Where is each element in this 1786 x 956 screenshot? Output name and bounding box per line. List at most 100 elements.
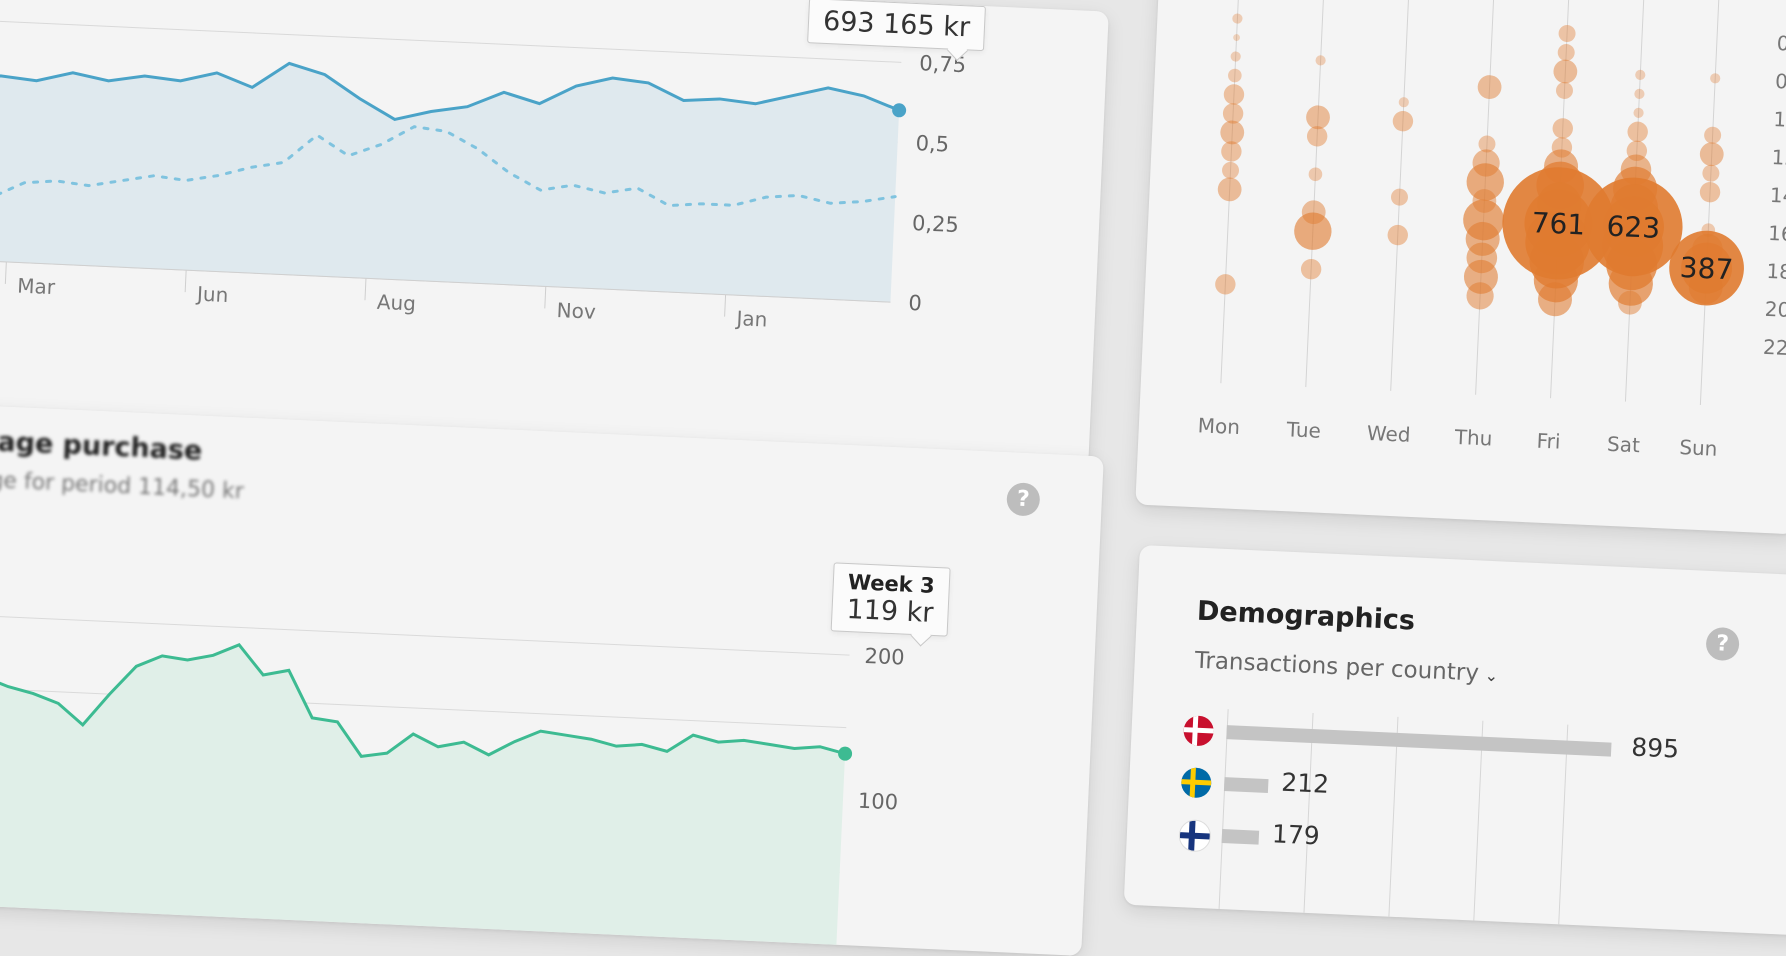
- hour-bubble: [1555, 81, 1573, 99]
- x-tick-label: Jan: [734, 306, 768, 331]
- day-label: Mon: [1197, 413, 1240, 439]
- x-tick: [724, 294, 727, 317]
- hour-label: 18: [1766, 259, 1786, 284]
- revenue-tooltip-value: 693 165 kr: [822, 5, 971, 44]
- country-value-finland: 179: [1271, 819, 1321, 851]
- y-tick-label: 0,5: [915, 131, 949, 156]
- hour-bubble: [1618, 290, 1642, 315]
- avg-area: [0, 644, 846, 945]
- revenue-card: 0,75 0,5 0,25 0 Mar Jun Aug Nov Jan 693 165 kr: [0, 0, 1109, 467]
- sweden-flag-icon: [1180, 767, 1212, 799]
- x-tick-label: Nov: [556, 298, 596, 324]
- hour-bubble: [1634, 88, 1645, 99]
- peak-bubble: [1502, 167, 1615, 280]
- day-label: Wed: [1366, 421, 1411, 447]
- denmark-flag-icon: [1182, 715, 1215, 747]
- hour-label: 06: [1776, 31, 1786, 56]
- grid-line: [0, 614, 850, 656]
- column-line: [1699, 0, 1720, 405]
- hour-bubble: [1232, 13, 1243, 24]
- dropdown-label: Transactions per country: [1194, 647, 1480, 687]
- comparison-line: [0, 125, 897, 208]
- country-bar-sweden: [1223, 777, 1269, 794]
- x-tick: [364, 278, 367, 301]
- avg-line: [0, 643, 846, 758]
- hour-label: 12: [1771, 145, 1786, 170]
- demographics-title: Demographics: [1196, 595, 1416, 637]
- grid-line: [0, 686, 847, 729]
- country-value-denmark: 895: [1630, 732, 1680, 764]
- hour-bubble: [1306, 126, 1328, 147]
- hour-bubble: [1387, 224, 1408, 246]
- hour-label: 22: [1763, 335, 1786, 360]
- y-tick-label: 0: [908, 291, 922, 316]
- hour-bubble: [1398, 97, 1409, 108]
- hour-bubble: [1704, 126, 1722, 144]
- x-tick-label: Aug: [376, 290, 416, 316]
- hour-bubble: [1222, 103, 1244, 124]
- hour-bubble: [1478, 135, 1496, 153]
- hour-bubble: [1294, 212, 1332, 250]
- x-tick: [4, 261, 7, 284]
- hour-bubble: [1300, 258, 1322, 280]
- busiest-hours-card: Mon Tue Wed Thu Fri Sat Sun 06 08 10 12 14 16 18 20 22 7…: [1135, 0, 1786, 535]
- hour-bubble: [1699, 142, 1724, 167]
- hour-bubble: [1627, 121, 1648, 143]
- y-tick-label: 100: [857, 789, 898, 815]
- hour-bubble: [1217, 177, 1242, 202]
- revenue-tooltip: 693 165 kr: [807, 0, 986, 52]
- hour-bubble: [1635, 69, 1646, 81]
- hour-bubble: [1228, 68, 1242, 83]
- revenue-area: [0, 63, 900, 303]
- column-line: [1220, 0, 1241, 384]
- hour-bubble: [1392, 110, 1414, 132]
- revenue-line: [0, 61, 900, 122]
- hour-bubble: [1557, 44, 1575, 62]
- hour-bubble: [1308, 167, 1323, 182]
- hour-bubble: [1315, 55, 1326, 66]
- hour-label: 14: [1769, 183, 1786, 208]
- day-label: Tue: [1285, 417, 1321, 443]
- hour-bubble: [1233, 34, 1240, 41]
- country-bar-denmark: [1226, 725, 1612, 757]
- country-value-sweden: 212: [1280, 767, 1330, 799]
- peak-bubble: [1669, 230, 1744, 306]
- day-label: Sat: [1607, 432, 1641, 457]
- day-label: Sun: [1679, 435, 1718, 461]
- revenue-endpoint: [892, 103, 907, 118]
- hour-bubble: [1552, 118, 1573, 139]
- peak-bubble: [1584, 177, 1683, 276]
- hour-label: 20: [1764, 297, 1786, 322]
- x-tick-label: Jun: [195, 282, 229, 307]
- hour-label: 16: [1768, 221, 1786, 246]
- column-line: [1305, 0, 1326, 388]
- hour-bubble: [1477, 75, 1502, 99]
- x-tick: [544, 286, 547, 309]
- x-tick: [184, 270, 187, 293]
- y-tick-label: 200: [864, 644, 905, 670]
- average-purchase-card: Average purchase Average for period 114,…: [0, 405, 1104, 956]
- avg-endpoint: [838, 746, 853, 761]
- x-tick-label: Mar: [17, 273, 57, 299]
- hour-bubble: [1221, 141, 1242, 162]
- chevron-down-icon: ⌄: [1484, 665, 1499, 686]
- hour-bubble: [1466, 282, 1494, 310]
- demographics-card: Demographics Transactions per country ⌄ ?…: [1123, 545, 1786, 936]
- x-axis: [0, 259, 891, 303]
- help-icon[interactable]: ?: [1705, 626, 1740, 662]
- hour-bubble: [1553, 59, 1578, 84]
- hour-bubble: [1633, 107, 1644, 118]
- peak-value-label: 761: [1531, 206, 1586, 241]
- hour-bubble: [1710, 73, 1721, 84]
- hour-bubble: [1558, 25, 1576, 43]
- avg-tooltip: Week 3 119 kr: [830, 562, 951, 637]
- country-metric-dropdown[interactable]: Transactions per country ⌄: [1194, 648, 1499, 688]
- hour-bubble: [1390, 188, 1408, 206]
- peak-value-label: 623: [1606, 210, 1661, 245]
- peak-value-label: 387: [1679, 251, 1734, 286]
- hour-bubble: [1306, 105, 1330, 130]
- hour-label: 08: [1775, 69, 1786, 94]
- country-bar-finland: [1221, 829, 1260, 845]
- grid-line: [0, 19, 902, 63]
